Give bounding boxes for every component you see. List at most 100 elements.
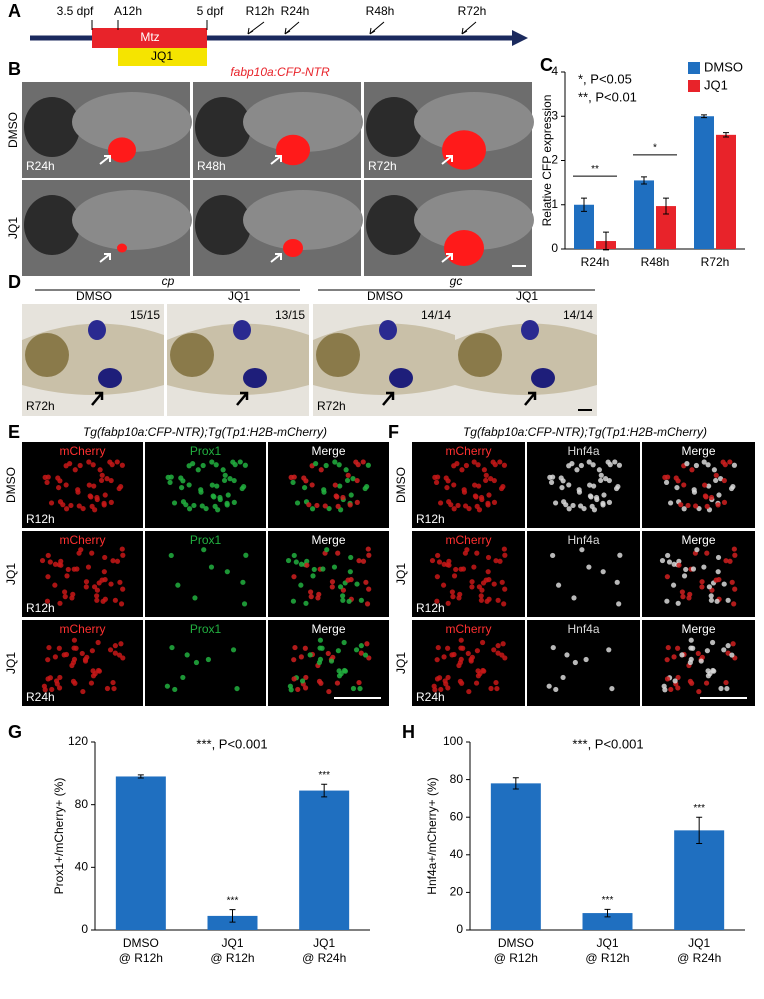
nucleus bbox=[348, 554, 354, 561]
error-bar bbox=[723, 132, 729, 138]
eye bbox=[195, 97, 251, 157]
nucleus bbox=[357, 685, 363, 692]
stain bbox=[379, 320, 397, 340]
x-tick-label: @ R12h bbox=[585, 951, 629, 965]
nucleus bbox=[311, 566, 317, 573]
nucleus bbox=[348, 492, 354, 498]
nucleus bbox=[316, 591, 322, 597]
nucleus bbox=[600, 569, 606, 575]
nucleus bbox=[104, 476, 110, 482]
nucleus bbox=[95, 639, 101, 646]
nucleus bbox=[438, 686, 444, 693]
eye bbox=[458, 333, 502, 377]
micrograph bbox=[22, 442, 143, 528]
nucleus bbox=[354, 477, 360, 484]
nucleus bbox=[231, 477, 237, 484]
nucleus bbox=[493, 558, 499, 564]
nucleus bbox=[360, 459, 366, 465]
nucleus bbox=[678, 502, 684, 508]
bar bbox=[694, 116, 714, 249]
eye bbox=[25, 333, 69, 377]
nucleus bbox=[445, 645, 451, 651]
stain bbox=[98, 368, 122, 388]
nucleus bbox=[665, 474, 671, 480]
nucleus bbox=[175, 582, 181, 588]
stain bbox=[243, 368, 267, 388]
nucleus bbox=[432, 687, 438, 693]
micrograph bbox=[527, 620, 640, 706]
nucleus bbox=[325, 650, 331, 657]
nucleus bbox=[681, 506, 687, 512]
x-tick-label: JQ1 bbox=[221, 936, 243, 950]
nucleus bbox=[680, 594, 686, 600]
nucleus bbox=[114, 459, 120, 465]
error-bar bbox=[321, 783, 328, 798]
eye bbox=[195, 195, 251, 255]
nucleus bbox=[65, 566, 71, 573]
liver-signal bbox=[108, 137, 136, 163]
nucleus bbox=[308, 589, 314, 595]
time-label: R12h bbox=[26, 601, 55, 615]
nucleus bbox=[350, 685, 357, 692]
nucleus bbox=[579, 547, 585, 553]
nucleus bbox=[334, 680, 341, 686]
stain bbox=[531, 368, 555, 388]
nucleus bbox=[493, 679, 499, 686]
nucleus bbox=[310, 573, 316, 579]
nucleus bbox=[365, 462, 371, 468]
nucleus bbox=[429, 557, 436, 564]
micrograph bbox=[527, 531, 640, 617]
nucleus bbox=[684, 461, 690, 467]
nucleus bbox=[83, 579, 90, 585]
nucleus bbox=[588, 494, 594, 500]
nucleus bbox=[212, 503, 218, 509]
channel-label: Prox1 bbox=[190, 533, 222, 547]
value-label: *** bbox=[227, 895, 239, 906]
nucleus bbox=[725, 597, 731, 603]
nucleus bbox=[118, 484, 124, 490]
time-label: R48h bbox=[197, 159, 226, 173]
legend-label: DMSO bbox=[704, 59, 743, 74]
nucleus bbox=[469, 579, 475, 585]
row-label: JQ1 bbox=[4, 652, 18, 674]
annotation: *, P<0.05 bbox=[578, 71, 632, 86]
nucleus bbox=[71, 656, 78, 663]
nucleus bbox=[609, 685, 615, 692]
nucleus bbox=[564, 652, 570, 658]
nucleus bbox=[292, 644, 298, 651]
nucleus bbox=[72, 680, 78, 686]
nucleus bbox=[731, 546, 737, 552]
nucleus bbox=[340, 597, 346, 603]
nucleus bbox=[689, 467, 695, 473]
row-label: DMSO bbox=[6, 112, 20, 148]
nucleus bbox=[471, 564, 477, 570]
nucleus bbox=[308, 594, 314, 600]
nucleus bbox=[501, 462, 508, 468]
nucleus bbox=[471, 459, 477, 465]
time-label: R12h bbox=[26, 512, 55, 526]
nucleus bbox=[186, 482, 192, 488]
nucleus bbox=[703, 494, 709, 500]
nucleus bbox=[732, 586, 738, 592]
nucleus bbox=[329, 584, 335, 590]
panel-letter: D bbox=[8, 272, 21, 292]
nucleus bbox=[328, 658, 335, 664]
nucleus bbox=[560, 674, 566, 681]
nucleus bbox=[112, 597, 118, 603]
timeline-label: R24h bbox=[281, 4, 310, 18]
panel-letter: G bbox=[8, 722, 22, 742]
nucleus bbox=[478, 597, 485, 603]
nucleus bbox=[340, 593, 346, 599]
nucleus bbox=[303, 478, 309, 484]
count-label: 14/14 bbox=[563, 308, 593, 322]
nucleus bbox=[58, 558, 64, 564]
nucleus bbox=[309, 482, 315, 488]
time-label: R72h bbox=[368, 159, 397, 173]
nucleus bbox=[598, 477, 604, 484]
nucleus bbox=[491, 647, 497, 653]
nucleus bbox=[79, 650, 85, 657]
time-label: R24h bbox=[416, 690, 445, 704]
nucleus bbox=[479, 639, 486, 646]
nucleus bbox=[237, 459, 243, 465]
nucleus bbox=[715, 569, 721, 575]
